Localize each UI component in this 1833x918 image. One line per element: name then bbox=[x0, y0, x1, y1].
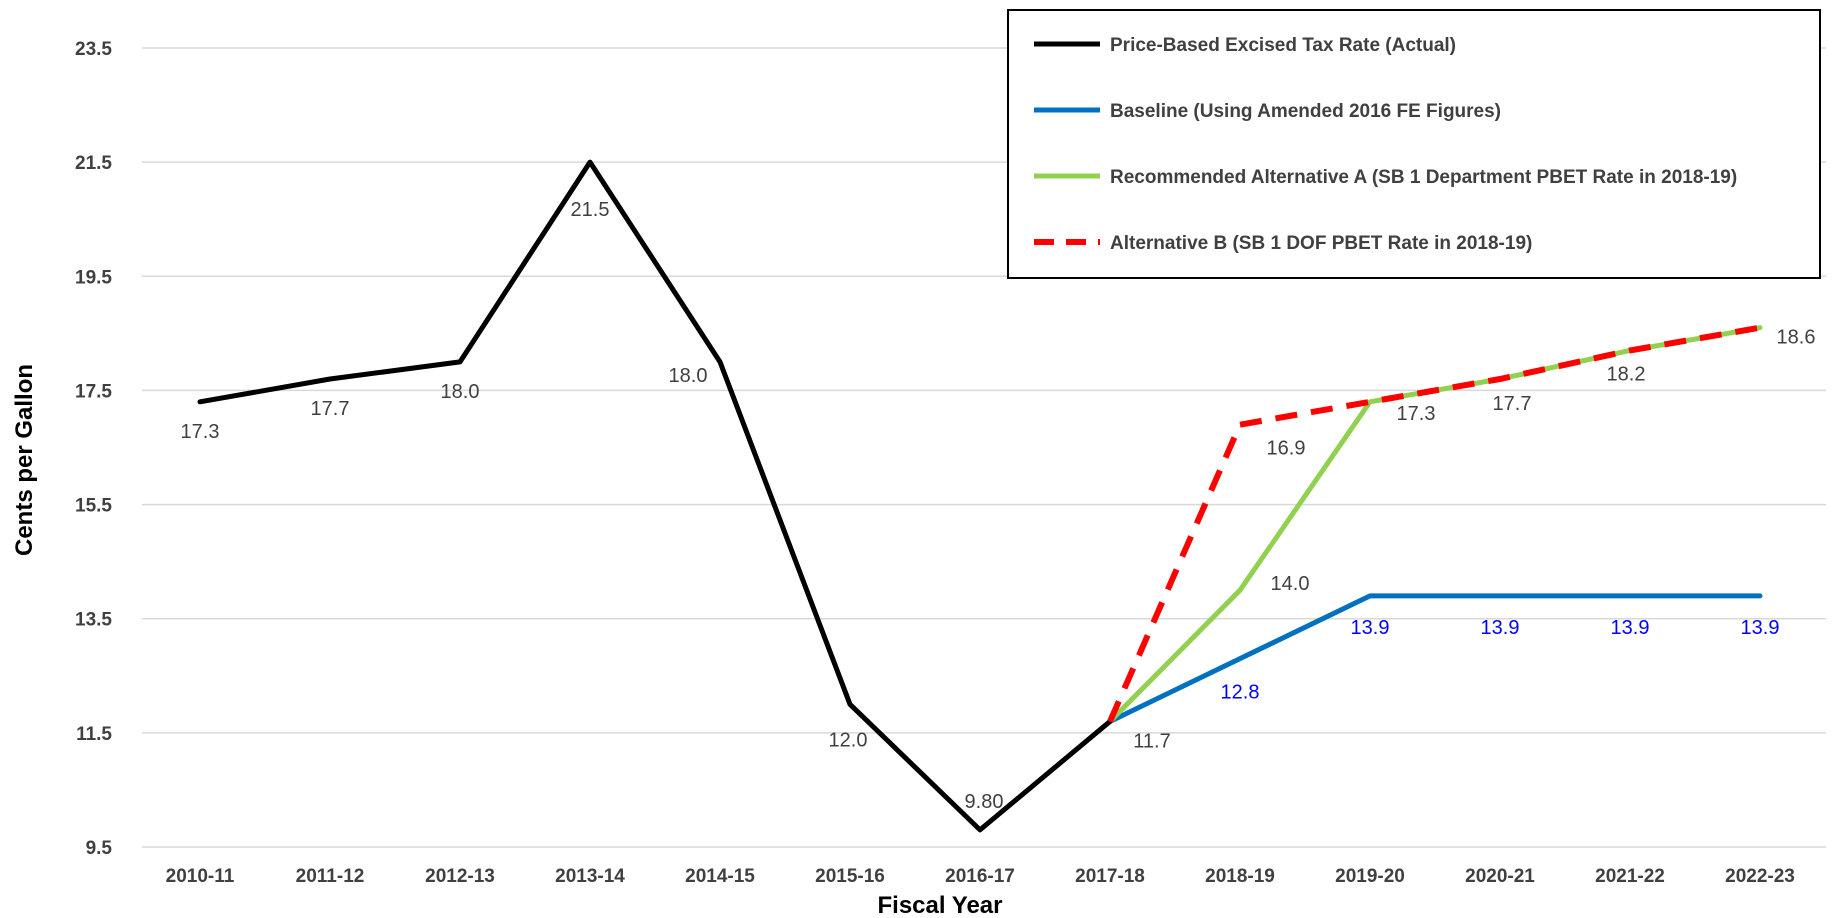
data-label: 13.9 bbox=[1481, 617, 1520, 639]
y-axis-title: Cents per Gallon bbox=[11, 364, 38, 556]
data-label: 17.3 bbox=[181, 421, 220, 443]
y-tick-label: 19.5 bbox=[75, 267, 112, 288]
data-label: 12.8 bbox=[1221, 682, 1260, 704]
data-label: 14.0 bbox=[1271, 573, 1310, 595]
x-tick-label: 2015-16 bbox=[815, 866, 885, 887]
y-tick-label: 21.5 bbox=[75, 153, 112, 174]
x-tick-label: 2017-18 bbox=[1075, 866, 1145, 887]
x-tick-label: 2010-11 bbox=[166, 866, 235, 887]
legend-box bbox=[1007, 9, 1821, 279]
y-tick-label: 17.5 bbox=[75, 381, 112, 402]
y-tick-label: 9.5 bbox=[86, 838, 113, 859]
x-tick-label: 2016-17 bbox=[945, 866, 1015, 887]
data-label: 18.2 bbox=[1607, 363, 1646, 385]
data-label: 21.5 bbox=[571, 199, 610, 221]
legend-label: Baseline (Using Amended 2016 FE Figures) bbox=[1110, 101, 1501, 122]
x-tick-label: 2011-12 bbox=[296, 866, 365, 887]
x-tick-label: 2012-13 bbox=[425, 866, 495, 887]
series-line-2 bbox=[1107, 325, 1763, 724]
data-label: 9.80 bbox=[965, 791, 1004, 813]
x-tick-label: 2020-21 bbox=[1465, 866, 1535, 887]
x-axis-ticks: 2010-11 2011-12 2012-13 2013-14 2014-15 2015-… bbox=[166, 866, 1795, 887]
y-axis-ticks: 9.5 11.5 13.5 15.5 17.5 19.5 21.5 23.5 bbox=[75, 39, 112, 859]
legend-entries: Price-Based Excised Tax Rate (Actual) Bas… bbox=[1034, 35, 1737, 254]
data-label: 12.0 bbox=[829, 729, 868, 751]
x-tick-label: 2021-22 bbox=[1595, 866, 1665, 887]
data-label: 18.6 bbox=[1777, 327, 1816, 349]
data-label: 18.0 bbox=[441, 381, 480, 403]
y-tick-label: 13.5 bbox=[75, 610, 112, 631]
x-tick-label: 2019-20 bbox=[1335, 866, 1405, 887]
x-tick-label: 2018-19 bbox=[1205, 866, 1275, 887]
series-lines bbox=[197, 159, 1763, 833]
x-tick-label: 2014-15 bbox=[685, 866, 755, 887]
series-line-0 bbox=[197, 159, 1113, 833]
y-tick-label: 11.5 bbox=[76, 724, 112, 745]
data-label: 17.7 bbox=[311, 398, 350, 420]
data-labels: 17.3 17.7 18.0 21.5 18.0 12.0 9.80 11.7 12.8 13.9… bbox=[181, 199, 1816, 813]
data-label: 11.7 bbox=[1133, 730, 1170, 752]
data-label: 16.9 bbox=[1267, 438, 1306, 460]
data-label: 17.7 bbox=[1493, 393, 1532, 415]
x-tick-label: 2013-14 bbox=[555, 866, 625, 887]
legend-label: Price-Based Excised Tax Rate (Actual) bbox=[1110, 35, 1456, 56]
data-label: 18.0 bbox=[669, 365, 708, 387]
series-line-1 bbox=[1107, 593, 1763, 724]
data-label: 13.9 bbox=[1611, 617, 1650, 639]
legend-label: Alternative B (SB 1 DOF PBET Rate in 201… bbox=[1110, 233, 1532, 254]
y-tick-label: 15.5 bbox=[75, 496, 112, 517]
data-label: 13.9 bbox=[1351, 617, 1390, 639]
legend: Price-Based Excised Tax Rate (Actual) Bas… bbox=[1007, 9, 1821, 279]
series-line-3 bbox=[1107, 324, 1761, 723]
x-tick-label: 2022-23 bbox=[1725, 866, 1795, 887]
legend-label: Recommended Alternative A (SB 1 Departme… bbox=[1110, 167, 1737, 188]
data-label: 13.9 bbox=[1741, 617, 1780, 639]
y-tick-label: 23.5 bbox=[75, 39, 112, 60]
gridlines bbox=[142, 47, 1826, 848]
x-axis-title: Fiscal Year bbox=[878, 892, 1003, 918]
data-label: 17.3 bbox=[1397, 403, 1436, 425]
